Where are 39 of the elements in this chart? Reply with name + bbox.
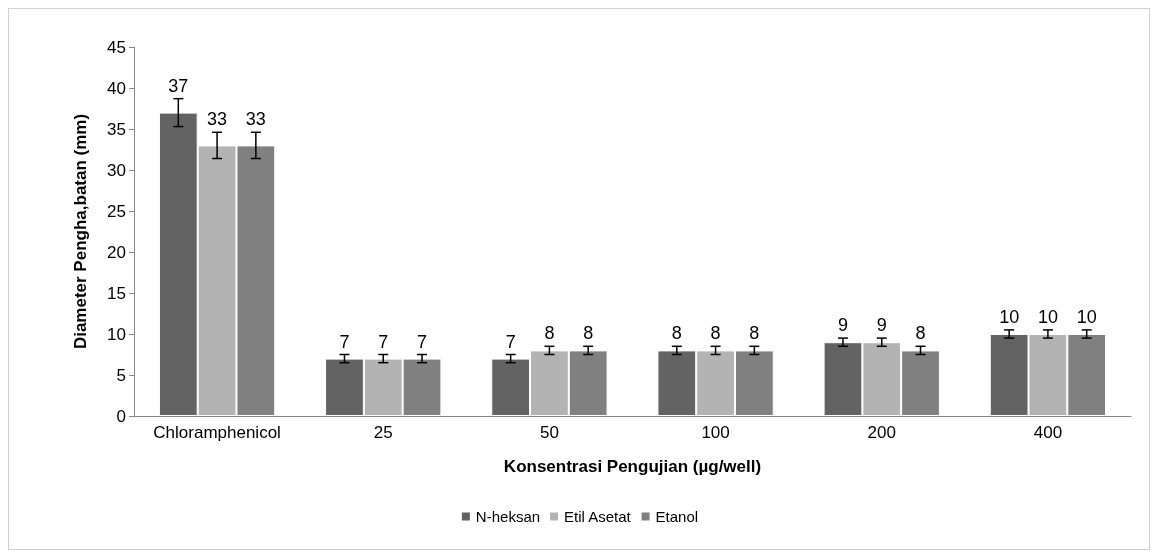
x-tick-label: 25 xyxy=(373,423,393,442)
y-tick-label: 20 xyxy=(107,242,126,262)
data-label: 9 xyxy=(837,315,848,336)
data-label: 8 xyxy=(710,323,721,344)
data-label: 8 xyxy=(583,323,594,344)
data-label: 33 xyxy=(207,109,228,130)
data-label: 10 xyxy=(1076,306,1097,327)
y-tick-label: 10 xyxy=(107,324,126,344)
y-tick-label: 35 xyxy=(107,119,126,139)
x-tick-label: 50 xyxy=(539,423,559,442)
y-tick-label: 45 xyxy=(107,37,126,57)
data-label: 7 xyxy=(505,331,516,352)
data-label: 8 xyxy=(749,323,760,344)
data-label: 10 xyxy=(999,306,1020,327)
legend-label: Etil Asetat xyxy=(564,508,632,525)
data-label: 9 xyxy=(876,315,887,336)
y-tick-label: 15 xyxy=(107,283,126,303)
y-tick-label: 5 xyxy=(116,365,126,385)
data-label: 37 xyxy=(168,75,189,96)
data-label: 7 xyxy=(339,331,350,352)
legend-label: Etanol xyxy=(655,508,699,525)
y-axis-title: Diameter Pengha,batan (mm) xyxy=(71,113,90,350)
data-label: 7 xyxy=(378,331,389,352)
x-tick-label: 400 xyxy=(1033,423,1063,442)
x-axis-title: Konsentrasi Pengujian (µg/well) xyxy=(503,457,762,476)
legend-label: N-heksan xyxy=(475,508,541,525)
data-label: 7 xyxy=(417,331,428,352)
y-tick-label: 25 xyxy=(107,201,126,221)
y-tick-label: 30 xyxy=(107,160,126,180)
data-label: 10 xyxy=(1037,306,1058,327)
y-tick-label: 0 xyxy=(116,406,126,426)
data-label: 33 xyxy=(245,109,266,130)
data-label: 8 xyxy=(544,323,555,344)
y-tick-label: 40 xyxy=(107,78,126,98)
x-tick-label: Chloramphenicol xyxy=(153,423,281,442)
data-label: 8 xyxy=(671,323,682,344)
data-label: 8 xyxy=(915,323,926,344)
x-tick-label: 200 xyxy=(867,423,896,442)
x-tick-label: 100 xyxy=(701,423,730,442)
